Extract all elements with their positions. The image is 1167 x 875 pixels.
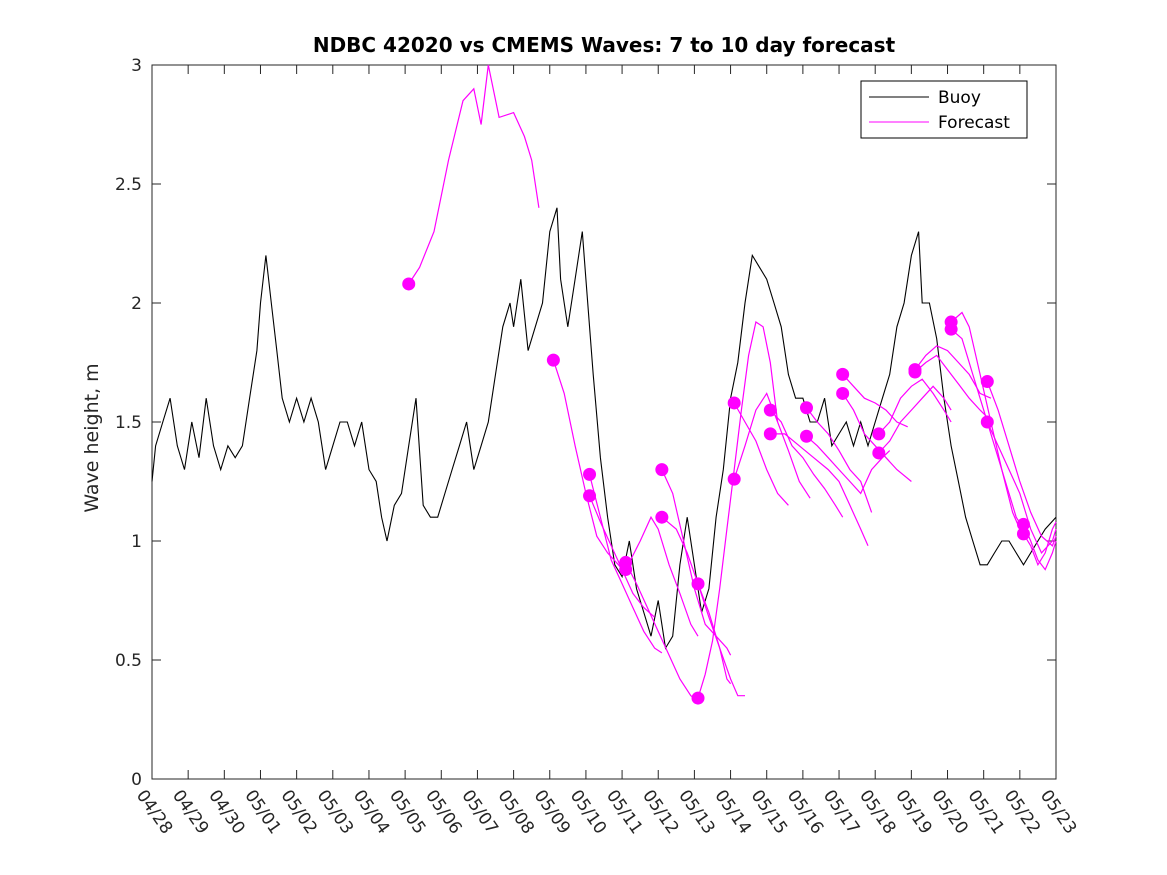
plot-area: 00.511.522.5304/2804/2904/3005/0105/0205…: [115, 56, 1080, 838]
forecast-run-line: [1022, 521, 1057, 567]
forecast-start-marker: [872, 427, 886, 441]
y-tick-label: 1: [131, 532, 142, 552]
forecast-start-marker: [402, 277, 416, 291]
forecast-run-line: [770, 433, 869, 547]
y-tick-label: 0: [131, 770, 142, 790]
forecast-start-marker: [691, 577, 705, 591]
forecast-run-line: [552, 359, 627, 575]
x-tick-label: 05/20: [927, 786, 971, 838]
x-tick-label: 05/10: [566, 786, 610, 838]
x-tick-label: 05/09: [530, 786, 574, 838]
forecast-run-line: [806, 435, 891, 495]
forecast-start-marker: [583, 467, 597, 481]
forecast-run-line: [914, 345, 992, 399]
x-tick-label: 05/23: [1036, 786, 1080, 838]
forecast-run-line: [588, 474, 663, 654]
y-axis-label: Wave height, m: [81, 363, 103, 512]
legend: Buoy Forecast: [860, 80, 1028, 139]
forecast-run-line: [878, 385, 952, 454]
x-tick-label: 04/28: [132, 786, 176, 838]
x-tick-label: 05/19: [891, 786, 935, 838]
forecast-start-marker: [980, 415, 994, 429]
axes-frame: [151, 64, 1057, 780]
forecast-start-marker: [727, 472, 741, 486]
forecast-run-line: [625, 562, 699, 701]
forecast-start-marker: [944, 322, 958, 336]
x-tick-label: 05/13: [674, 786, 718, 838]
y-tick-label: 2: [131, 294, 142, 314]
forecast-start-marker: [872, 446, 886, 460]
x-tick-label: 05/07: [457, 786, 501, 838]
forecast-run-line: [697, 321, 779, 699]
legend-box: [860, 80, 1028, 139]
forecast-run-line: [842, 373, 908, 428]
x-tick-label: 05/15: [747, 786, 791, 838]
forecast-start-marker: [799, 429, 813, 443]
x-tick-label: 05/21: [964, 786, 1008, 838]
x-tick-label: 04/30: [204, 786, 248, 838]
forecast-start-marker: [1016, 517, 1030, 531]
x-tick-label: 05/02: [277, 786, 321, 838]
forecast-run-line: [697, 583, 745, 697]
forecast-start-marker: [763, 403, 777, 417]
x-tick-label: 05/12: [638, 786, 682, 838]
y-tick-label: 3: [131, 56, 142, 76]
forecast-start-marker: [727, 396, 741, 410]
forecast-start-marker: [655, 463, 669, 477]
x-tick-label: 05/22: [1000, 786, 1044, 838]
forecast-run-line: [733, 402, 789, 506]
x-tick-label: 05/04: [349, 786, 393, 838]
buoy-series-line: [151, 207, 1057, 650]
forecast-run-line: [986, 381, 1057, 547]
x-tick-label: 05/08: [494, 786, 538, 838]
forecast-run-line: [408, 64, 540, 285]
x-tick-label: 05/03: [313, 786, 357, 838]
legend-buoy-label: Buoy: [938, 88, 981, 108]
forecast-run-line: [986, 421, 1057, 554]
x-tick-label: 05/16: [783, 786, 827, 838]
x-tick-label: 05/14: [710, 786, 754, 838]
x-tick-label: 05/01: [240, 786, 284, 838]
x-tick-label: 05/17: [819, 786, 863, 838]
forecast-run-line: [661, 469, 732, 656]
forecast-run-line: [914, 354, 988, 418]
y-tick-label: 0.5: [115, 651, 142, 671]
forecast-run-line: [661, 516, 732, 685]
forecast-start-marker: [763, 427, 777, 441]
x-tick-label: 05/06: [421, 786, 465, 838]
forecast-start-marker: [655, 510, 669, 524]
forecast-run-line: [950, 311, 1021, 530]
forecast-run-line: [625, 515, 699, 637]
x-tick-label: 05/11: [602, 786, 646, 838]
forecast-start-marker: [691, 691, 705, 705]
forecast-run-line: [842, 393, 912, 482]
forecast-start-marker: [799, 401, 813, 415]
chart-title: NDBC 42020 vs CMEMS Waves: 7 to 10 day f…: [313, 33, 896, 57]
forecast-run-line: [878, 378, 952, 435]
forecast-start-marker: [836, 386, 850, 400]
forecast-start-marker: [583, 489, 597, 503]
legend-forecast-label: Forecast: [938, 113, 1010, 133]
forecast-start-marker: [546, 353, 560, 367]
forecast-run-line: [806, 407, 873, 513]
forecast-start-marker: [908, 365, 922, 379]
y-tick-label: 2.5: [115, 175, 142, 195]
y-tick-label: 1.5: [115, 413, 142, 433]
forecast-start-marker: [1016, 527, 1030, 541]
forecast-run-line: [1022, 524, 1057, 571]
x-tick-label: 05/05: [385, 786, 429, 838]
x-tick-label: 05/18: [855, 786, 899, 838]
x-tick-label: 04/29: [168, 786, 212, 838]
forecast-start-marker: [619, 563, 633, 577]
forecast-start-marker: [836, 367, 850, 381]
forecast-run-line: [769, 409, 844, 518]
forecast-start-marker: [980, 375, 994, 389]
